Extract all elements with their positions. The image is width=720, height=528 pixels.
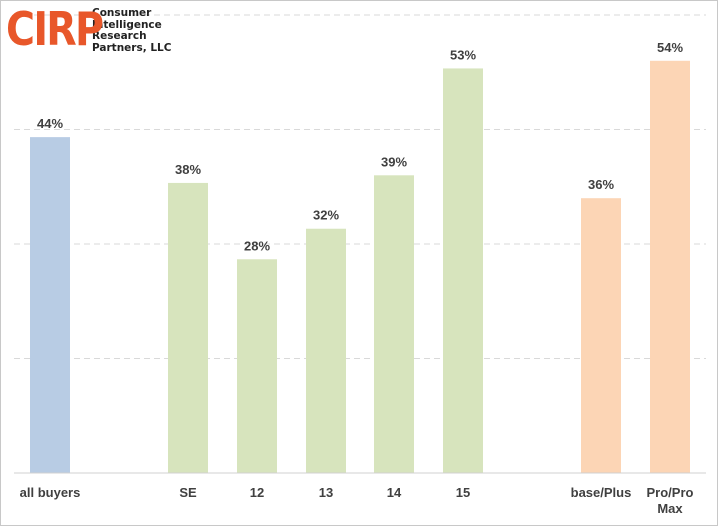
value-label-6: 36% [588,177,614,192]
bar-7 [650,60,690,474]
cirp-logo: CIRP Consumer Intelligence Research Part… [6,6,171,54]
bar-2 [237,259,277,473]
logo-company-name: Consumer Intelligence Research Partners,… [92,7,172,54]
category-label-7: Pro/Pro Max [647,485,694,516]
logo-line-3: Research [92,30,147,42]
category-label-0: all buyers [20,485,81,500]
logo-mark: CIRP [6,2,104,56]
value-label-3: 32% [313,208,339,223]
value-label-0: 44% [37,116,63,131]
value-label-7: 54% [657,40,683,55]
bars [30,60,690,474]
bar-1 [168,182,208,473]
value-label-4: 39% [381,154,407,169]
category-label-6: base/Plus [571,485,632,500]
logo-line-4: Partners, LLC [92,41,172,54]
category-labels: all buyers SE 12 13 14 15 base/Plus Pro/Pro Max [20,485,694,516]
logo-line-2: Intelligence [92,18,162,31]
logo-line-1: Consumer [92,7,152,19]
gridlines [14,14,706,359]
bar-0 [30,137,70,473]
value-label-2: 28% [244,238,270,253]
category-label-4: 14 [387,485,402,500]
value-label-5: 53% [450,47,476,62]
bar-4 [374,175,414,474]
category-label-5: 15 [456,485,470,500]
bar-3 [306,228,346,473]
category-label-1: SE [179,485,197,500]
bar-5 [443,68,483,473]
value-label-1: 38% [175,162,201,177]
bar-6 [581,198,621,473]
category-label-2: 12 [250,485,264,500]
value-labels: 44% 38% 28% 32% 39% 53% 36% 54% [37,40,683,253]
category-label-3: 13 [319,485,333,500]
